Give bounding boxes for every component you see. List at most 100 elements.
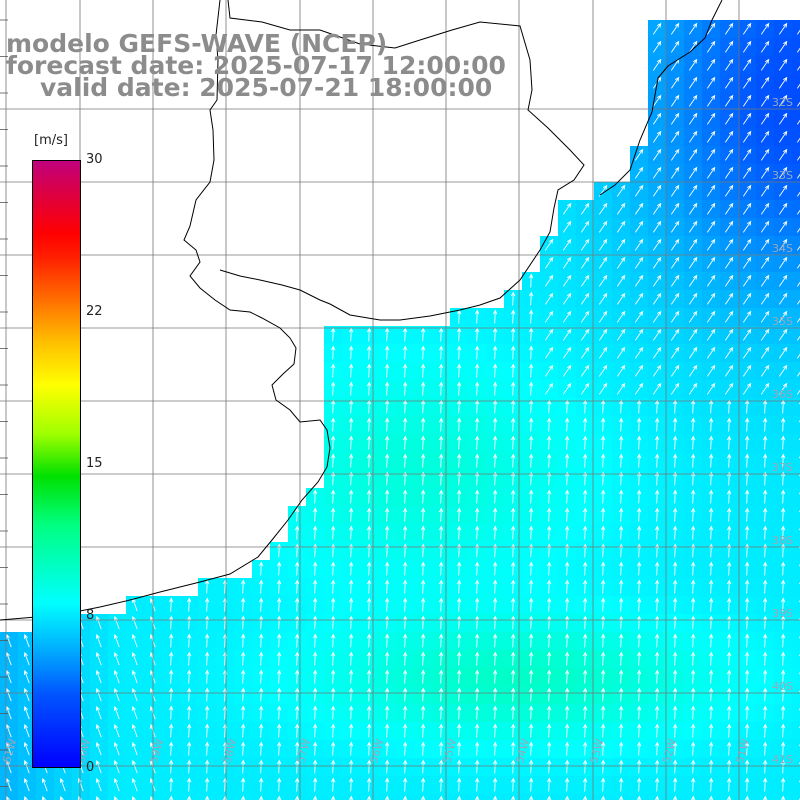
wind-arrow	[169, 687, 174, 702]
wind-arrow	[655, 651, 660, 666]
wind-arrow	[778, 220, 788, 233]
wind-arrow	[709, 741, 714, 756]
wind-arrow	[688, 220, 698, 233]
wind-arrow	[727, 795, 732, 800]
wind-arrow	[601, 705, 606, 720]
wind-arrow	[131, 759, 138, 774]
wind-arrow	[439, 741, 444, 756]
wind-speed-cell	[792, 506, 800, 525]
wind-arrow	[421, 795, 426, 800]
wind-arrow	[259, 705, 264, 720]
wind-arrow	[619, 741, 624, 756]
wind-arrow	[241, 777, 246, 792]
wind-arrow	[688, 382, 698, 395]
wind-arrow	[113, 705, 120, 720]
wind-speed-cell	[792, 488, 800, 507]
latitude-label: 38S	[772, 534, 793, 547]
wind-arrow	[781, 723, 786, 738]
wind-arrow	[742, 256, 752, 269]
wind-arrow	[295, 615, 300, 630]
wind-arrow	[691, 633, 696, 648]
wind-arrow	[367, 417, 372, 432]
wind-arrow	[673, 741, 678, 756]
wind-speed-cell	[792, 794, 800, 800]
wind-arrow	[634, 364, 644, 377]
wind-arrow	[778, 58, 788, 71]
wind-arrow	[113, 633, 120, 648]
wind-arrow	[691, 705, 696, 720]
wind-arrow	[95, 741, 102, 756]
wind-arrow	[439, 615, 444, 630]
wind-speed-cell	[792, 722, 800, 741]
wind-arrow	[601, 651, 606, 666]
wind-speed-cell	[792, 254, 800, 273]
wind-arrow	[113, 615, 120, 630]
wind-arrow	[475, 471, 480, 486]
wind-arrow	[421, 471, 426, 486]
wind-arrow	[547, 669, 552, 684]
wind-arrow	[367, 651, 372, 666]
wind-arrow	[652, 22, 662, 35]
wind-arrow	[385, 381, 390, 396]
wind-arrow	[781, 525, 786, 540]
latitude-label: 39S	[772, 607, 793, 620]
wind-arrow	[475, 309, 480, 324]
wind-arrow	[796, 317, 800, 323]
wind-arrow	[745, 453, 750, 468]
wind-speed-cell	[0, 794, 19, 800]
wind-arrow	[634, 328, 644, 341]
wind-arrow	[511, 291, 516, 306]
wind-speed-cell	[792, 362, 800, 381]
wind-arrow	[457, 615, 462, 630]
wind-arrow	[259, 561, 264, 576]
wind-arrow	[778, 256, 788, 269]
wind-speed-cell	[792, 416, 800, 435]
wind-arrow	[277, 777, 282, 792]
wind-arrow	[439, 777, 444, 792]
wind-speed-cell	[18, 794, 37, 800]
wind-arrow	[331, 399, 336, 414]
wind-arrow	[724, 22, 734, 35]
wind-speed-field	[0, 20, 800, 800]
wind-arrow	[439, 705, 444, 720]
wind-arrow	[457, 561, 462, 576]
wind-arrow	[760, 364, 770, 377]
wind-arrow	[760, 58, 770, 71]
wind-arrow	[5, 669, 12, 684]
wind-arrow	[619, 651, 624, 666]
wind-arrow	[277, 597, 282, 612]
wind-arrow	[544, 364, 554, 377]
wind-arrow	[367, 363, 372, 378]
wind-arrow	[652, 40, 662, 53]
wind-arrow	[475, 615, 480, 630]
wind-arrow	[529, 309, 534, 324]
wind-arrow	[313, 633, 318, 648]
wind-arrow	[457, 579, 462, 594]
wind-arrow	[691, 579, 696, 594]
colorbar	[32, 160, 81, 768]
wind-arrow	[385, 453, 390, 468]
wind-arrow	[511, 723, 516, 738]
wind-arrow	[670, 310, 680, 323]
wind-arrow	[745, 417, 750, 432]
wind-arrow	[724, 112, 734, 125]
wind-arrow	[670, 148, 680, 161]
wind-arrow	[727, 399, 732, 414]
wind-arrow	[493, 795, 498, 800]
wind-arrow	[583, 399, 588, 414]
wind-arrow	[742, 58, 752, 71]
longitude-label: 51W	[733, 737, 752, 765]
wind-arrow	[763, 759, 768, 774]
latitude-label: 33S	[772, 169, 793, 182]
wind-arrow	[562, 328, 572, 341]
wind-arrow	[562, 310, 572, 323]
wind-speed-cell	[792, 110, 800, 129]
wind-arrow	[634, 184, 644, 197]
wind-speed-cell	[792, 74, 800, 93]
wind-arrow	[727, 633, 732, 648]
wind-arrow	[313, 705, 318, 720]
wind-arrow	[241, 579, 246, 594]
wind-arrow	[781, 489, 786, 504]
wind-speed-cell	[54, 794, 73, 800]
